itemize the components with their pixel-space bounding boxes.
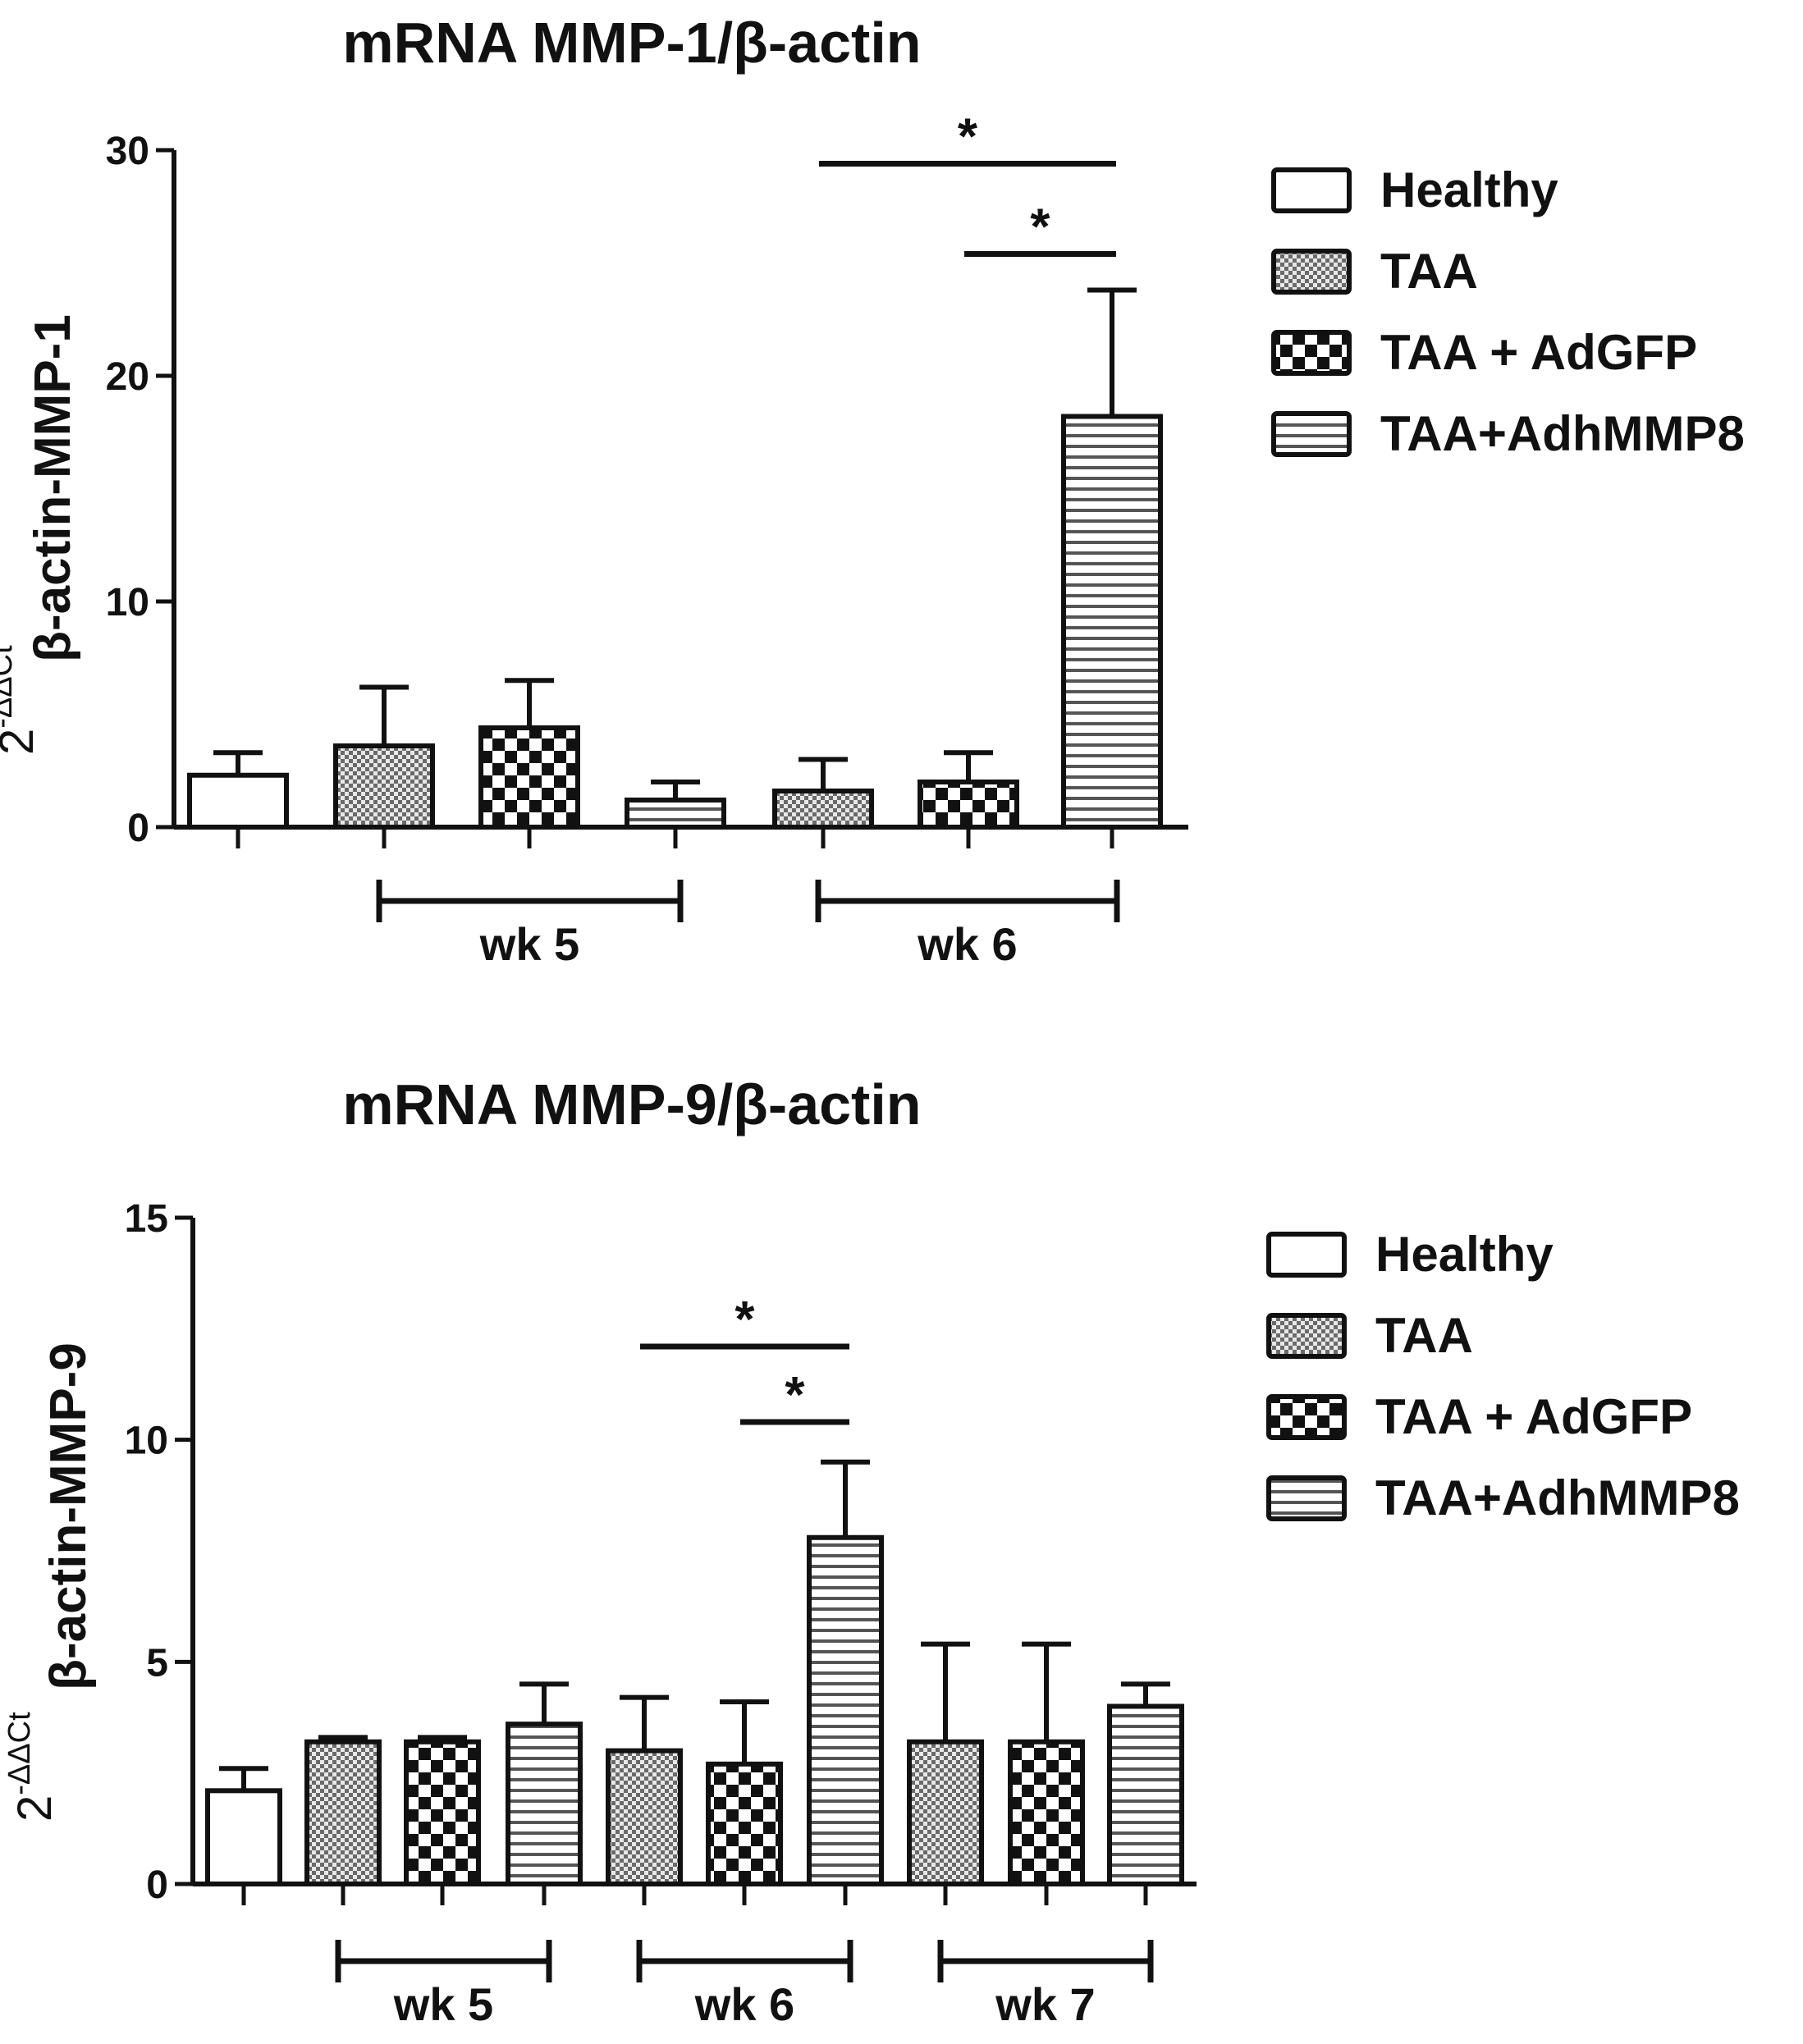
legend-label: TAA — [1375, 1308, 1473, 1363]
bar-taa-adhmmp8 — [1061, 414, 1163, 830]
bar-taa-adhmmp8 — [807, 1534, 884, 1886]
y-axis-label: β-actin-MMP-1 — [25, 314, 81, 662]
week-label: wk 5 — [393, 1978, 493, 2030]
y-tick-label: 15 — [125, 1197, 168, 1241]
legend-label: TAA + AdGFP — [1375, 1389, 1692, 1444]
week-label: wk 6 — [694, 1978, 794, 2030]
bar-taa — [333, 743, 435, 830]
legend-swatch-healthy — [1266, 1232, 1347, 1278]
legend-label: Healthy — [1380, 162, 1558, 217]
chart-mmp1: mRNA MMP-1/β-actin 0 10 20 30 β-actin-MMP-12-… — [0, 11, 1745, 970]
y-tick-label: 0 — [127, 807, 149, 850]
legend-swatch-taa — [1266, 1313, 1347, 1359]
week-label: wk 7 — [995, 1978, 1095, 2030]
y-tick-label: 5 — [146, 1641, 168, 1685]
bar-taa-adgfp — [706, 1761, 783, 1887]
legend-label: TAA + AdGFP — [1380, 325, 1697, 380]
y-axis-label-prefix: 2-ΔΔCt — [0, 645, 43, 755]
chart-mmp9: mRNA MMP-9/β-actin 0 5 10 15 β-actin-MMP-9 2-Δ… — [2, 1072, 1740, 2030]
y-tick-label: 30 — [106, 130, 149, 173]
significance-star: * — [958, 109, 978, 166]
bar-taa-adhmmp8 — [506, 1722, 583, 1887]
bar-taa — [606, 1748, 683, 1887]
chart-title: mRNA MMP-9/β-actin — [342, 1072, 921, 1136]
y-axis-label: β-actin-MMP-9 — [40, 1342, 97, 1690]
bar-taa — [907, 1739, 984, 1887]
legend-swatch-taa-adhmmp8 — [1271, 411, 1352, 457]
bar-healthy — [187, 772, 289, 830]
significance-star: * — [734, 1292, 755, 1348]
legend-swatch-taa — [1271, 249, 1352, 295]
y-axis-label-prefix: 2-ΔΔCt — [2, 1712, 62, 1822]
bar-taa-adgfp — [478, 725, 580, 830]
bar-taa — [304, 1739, 382, 1887]
week-label: wk 5 — [479, 918, 579, 970]
week-label: wk 6 — [917, 918, 1017, 970]
legend-swatch-taa-adgfp — [1266, 1394, 1347, 1440]
legend-label: TAA+AdhMMP8 — [1375, 1470, 1740, 1525]
bar-taa-adgfp — [918, 780, 1019, 830]
legend-swatch-healthy — [1271, 167, 1352, 213]
bar-taa — [772, 789, 874, 830]
y-tick-label: 0 — [146, 1863, 168, 1907]
y-tick-label: 20 — [106, 355, 149, 399]
bar-taa-adhmmp8 — [625, 798, 726, 830]
y-tick-label: 10 — [106, 581, 149, 624]
legend-swatch-taa-adgfp — [1271, 330, 1352, 376]
legend-label: TAA+AdhMMP8 — [1380, 406, 1745, 461]
bar-taa-adgfp — [404, 1739, 481, 1887]
significance-star: * — [1030, 199, 1050, 256]
y-tick-label: 10 — [125, 1420, 168, 1463]
legend-label: TAA — [1380, 244, 1478, 299]
significance-star: * — [785, 1367, 805, 1424]
chart-title: mRNA MMP-1/β-actin — [342, 11, 921, 75]
bar-healthy — [205, 1788, 282, 1887]
bar-taa-adhmmp8 — [1107, 1703, 1184, 1886]
legend-label: Healthy — [1375, 1227, 1554, 1282]
bar-taa-adgfp — [1008, 1739, 1085, 1887]
legend-swatch-taa-adhmmp8 — [1266, 1475, 1347, 1521]
